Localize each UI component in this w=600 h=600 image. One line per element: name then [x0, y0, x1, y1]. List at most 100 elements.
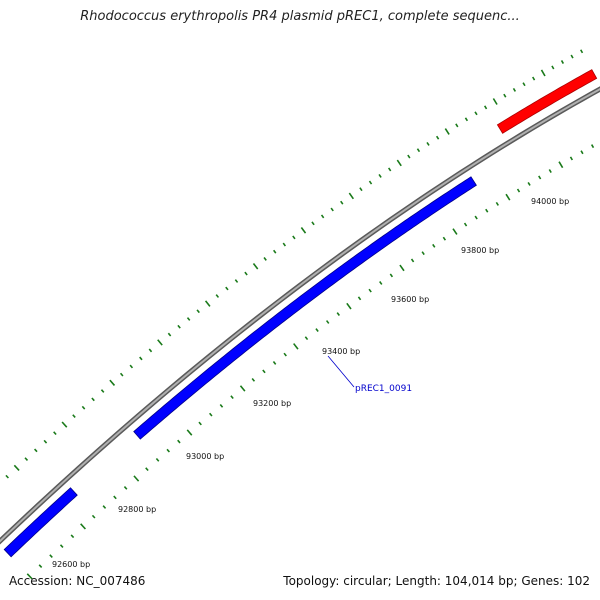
outer-tick-mark	[388, 167, 392, 172]
outer-tick-mark	[91, 397, 95, 402]
outer-tick-mark	[244, 271, 248, 276]
outer-tick-mark	[368, 180, 373, 185]
outer-tick-mark	[512, 87, 517, 92]
inner-tick-mark	[145, 467, 149, 472]
inner-tick-mark	[516, 188, 521, 193]
tick-labels: 92600 bp 92800 bp 93000 bp 93200 bp 93400 bp…	[52, 197, 569, 569]
outer-tick-mark	[81, 405, 86, 410]
tick-label: 93600 bp	[391, 295, 429, 304]
inner-tick-mark	[442, 236, 447, 241]
inner-tick-mark	[538, 175, 542, 180]
inner-tick-mark	[368, 288, 372, 293]
inner-tick-mark	[485, 208, 489, 213]
tick-label: 92600 bp	[52, 560, 90, 569]
outer-tick-mark	[196, 309, 200, 314]
outer-tick-mark	[560, 60, 565, 64]
inner-tick-mark	[59, 544, 64, 549]
outer-tick-mark	[263, 257, 267, 261]
outer-tick-mark	[177, 324, 181, 329]
outer-tick-mark	[348, 192, 355, 200]
outer-tick-mark	[444, 128, 450, 135]
outer-tick-mark	[407, 154, 411, 159]
inner-tick-mark	[558, 161, 564, 169]
gene-label[interactable]: pREC1_0091	[355, 384, 412, 394]
inner-tick-ring	[26, 144, 595, 580]
outer-tick-mark	[139, 356, 143, 361]
inner-tick-mark	[569, 156, 574, 161]
inner-tick-mark	[379, 281, 383, 285]
outer-tick-mark	[72, 414, 76, 418]
inner-tick-mark	[474, 215, 478, 220]
outer-tick-mark	[300, 227, 307, 234]
inner-tick-mark	[590, 144, 595, 149]
inner-tick-mark	[262, 369, 266, 374]
outer-tick-mark	[109, 379, 116, 386]
inner-tick-mark	[495, 201, 499, 206]
outer-tick-mark	[522, 82, 526, 87]
inner-tick-mark	[399, 264, 405, 272]
outer-tick-mark	[340, 200, 344, 205]
outer-tick-mark	[33, 448, 38, 453]
inner-tick-mark	[198, 421, 202, 426]
inner-tick-mark	[293, 343, 299, 350]
outer-tick-mark	[148, 348, 153, 353]
outer-tick-mark	[186, 317, 191, 321]
outer-tick-mark	[5, 474, 9, 479]
outer-tick-mark	[580, 49, 584, 54]
tick-label: 92800 bp	[118, 505, 156, 514]
outer-tick-mark	[570, 54, 574, 59]
inner-tick-mark	[463, 222, 468, 227]
gene-forward-partial[interactable]	[3, 487, 78, 558]
tick-label: 94000 bp	[531, 197, 569, 206]
backbone-line	[0, 87, 600, 543]
inner-tick-mark	[432, 243, 436, 248]
outer-tick-mark	[157, 339, 163, 346]
inner-tick-mark	[580, 150, 584, 155]
outer-tick-mark	[416, 148, 421, 153]
outer-tick-mark	[273, 249, 277, 254]
inner-tick-mark	[315, 328, 319, 332]
inner-tick-mark	[186, 429, 193, 436]
tick-label: 93400 bp	[322, 347, 360, 356]
tick-label: 93000 bp	[186, 452, 224, 461]
outer-tick-mark	[234, 279, 239, 283]
outer-tick-mark	[282, 242, 287, 247]
inner-tick-mark	[452, 228, 458, 235]
gene-reverse-partial[interactable]	[496, 69, 598, 134]
inner-tick-mark	[70, 534, 75, 539]
outer-tick-mark	[13, 464, 20, 471]
inner-tick-mark	[410, 258, 415, 263]
outer-tick-mark	[129, 364, 134, 369]
outer-tick-mark	[532, 76, 536, 81]
outer-tick-mark	[225, 286, 229, 291]
outer-tick-mark	[292, 235, 296, 240]
gene-features[interactable]	[3, 69, 598, 558]
outer-tick-mark	[492, 98, 498, 105]
inner-tick-mark	[177, 439, 181, 444]
outer-tick-mark	[100, 389, 105, 393]
outer-tick-mark	[61, 421, 68, 428]
inner-tick-mark	[91, 514, 96, 519]
outer-tick-mark	[24, 457, 29, 461]
inner-tick-mark	[133, 475, 140, 482]
accession-text: Accession: NC_007486	[9, 574, 146, 588]
outer-tick-mark	[551, 65, 555, 70]
outer-tick-mark	[426, 141, 430, 146]
inner-tick-mark	[80, 523, 86, 530]
outer-tick-mark	[435, 135, 440, 140]
outer-tick-mark	[320, 214, 325, 219]
tick-label: 93200 bp	[253, 399, 291, 408]
outer-tick-mark	[540, 69, 546, 77]
outer-tick-mark	[330, 207, 334, 212]
inner-tick-mark	[336, 312, 341, 316]
inner-tick-mark	[239, 385, 246, 392]
outer-tick-mark	[483, 105, 488, 110]
outer-tick-mark	[474, 111, 478, 116]
outer-tick-mark	[43, 439, 48, 444]
inner-tick-mark	[123, 486, 128, 490]
gene-pREC1-0091[interactable]	[133, 176, 477, 440]
inner-tick-mark	[272, 361, 277, 365]
outer-tick-mark	[119, 372, 124, 377]
outer-tick-mark	[359, 187, 363, 192]
